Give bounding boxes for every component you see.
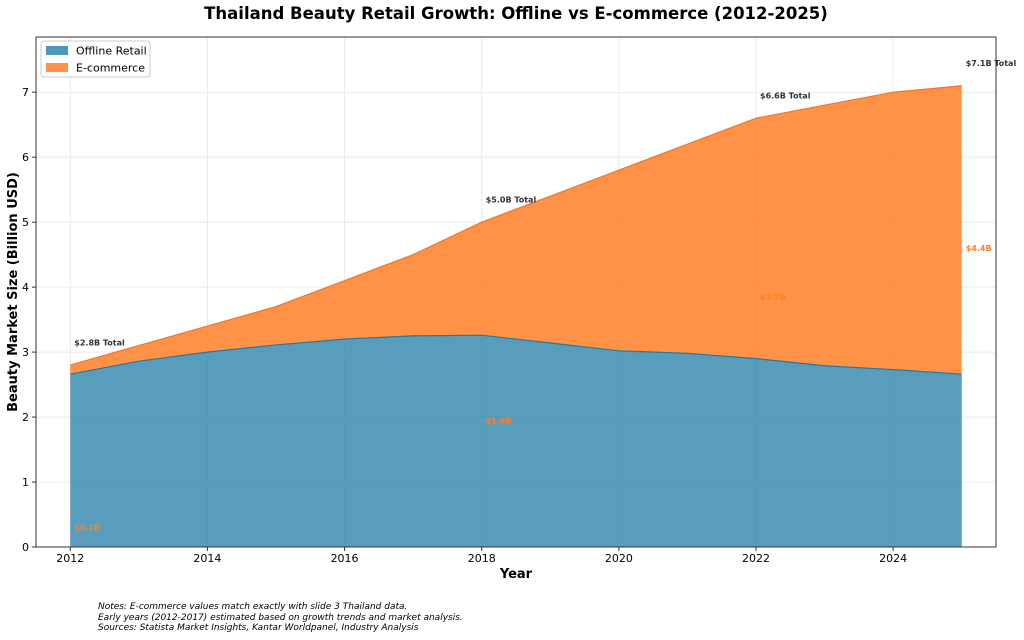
y-tick-label: 4: [22, 281, 29, 294]
y-axis-label: Beauty Market Size (Billion USD): [6, 172, 21, 412]
note-line: Early years (2012-2017) estimated based …: [98, 612, 463, 623]
total-annotation: $6.6B Total: [760, 91, 811, 100]
x-axis-label: Year: [499, 567, 533, 582]
y-tick-label: 2: [22, 411, 29, 424]
ecommerce-line: [70, 85, 962, 366]
y-tick-label: 0: [22, 541, 29, 554]
x-tick-label: 2022: [742, 552, 770, 565]
x-tick-label: 2020: [605, 552, 633, 565]
total-annotation: $2.8B Total: [74, 338, 125, 347]
legend-box: [40, 40, 151, 78]
x-tick-label: 2018: [468, 552, 496, 565]
x-tick-label: 2016: [331, 552, 359, 565]
x-tick-label: 2012: [56, 552, 84, 565]
y-tick-label: 5: [22, 216, 29, 229]
x-tick-label: 2024: [879, 552, 907, 565]
ecommerce-area: [70, 85, 962, 375]
legend-label: Offline Retail: [76, 45, 147, 58]
plot-frame: [35, 36, 997, 548]
chart-notes: Notes: E-commerce values match exactly w…: [98, 602, 463, 634]
offline-retail-area: [70, 335, 962, 547]
total-annotation: $5.0B Total: [486, 195, 537, 204]
legend-swatch: [46, 63, 68, 72]
y-tick-label: 1: [22, 476, 29, 489]
legend: Offline Retail E-commerce: [40, 40, 151, 78]
x-tick-label: 2014: [193, 552, 221, 565]
ecommerce-annotation: $1.8B: [486, 416, 512, 425]
y-tick-label: 6: [22, 151, 29, 164]
ecommerce-annotation: $0.1B: [74, 524, 100, 533]
legend-label: E-commerce: [76, 62, 145, 75]
ecommerce-annotation: $3.7B: [760, 293, 786, 302]
y-tick-label: 7: [22, 86, 29, 99]
note-line: Sources: Statista Market Insights, Kanta…: [98, 623, 419, 633]
ecommerce-annotation: $4.4B: [966, 244, 992, 253]
chart-title: Thailand Beauty Retail Growth: Offline v…: [204, 4, 828, 23]
total-annotation: $7.1B Total: [966, 59, 1017, 68]
legend-swatch: [46, 46, 68, 55]
y-tick-label: 3: [22, 346, 29, 359]
note-line: Notes: E-commerce values match exactly w…: [98, 602, 408, 612]
offline-retail-line: [70, 334, 962, 375]
